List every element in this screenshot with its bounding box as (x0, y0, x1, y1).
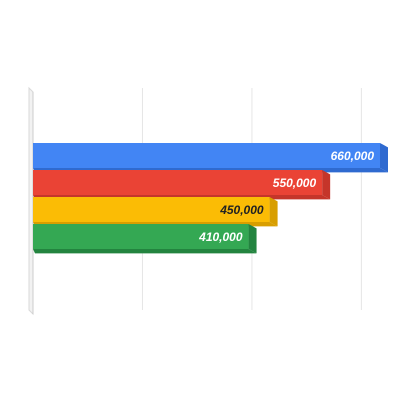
bar-side (248, 224, 257, 254)
bar-side (380, 143, 388, 173)
bar-face (33, 197, 270, 222)
axis-wall (28, 86, 34, 316)
bar-side (269, 197, 278, 227)
bar-value-label: 450,000 (219, 203, 264, 217)
bar-face (33, 224, 249, 249)
bar-face (33, 143, 380, 168)
bar-4 (33, 224, 257, 254)
bar-value-label: 550,000 (273, 176, 317, 190)
bar-bottom (33, 249, 257, 254)
bar-value-label: 660,000 (331, 149, 375, 163)
bar-side (322, 170, 331, 200)
chart-axis (28, 86, 34, 316)
bar-face (33, 170, 323, 195)
chart-value-labels: 660,000 550,000 450,000 410,000 (198, 149, 374, 244)
bar-value-label: 410,000 (198, 230, 243, 244)
chart-bars (33, 143, 388, 254)
